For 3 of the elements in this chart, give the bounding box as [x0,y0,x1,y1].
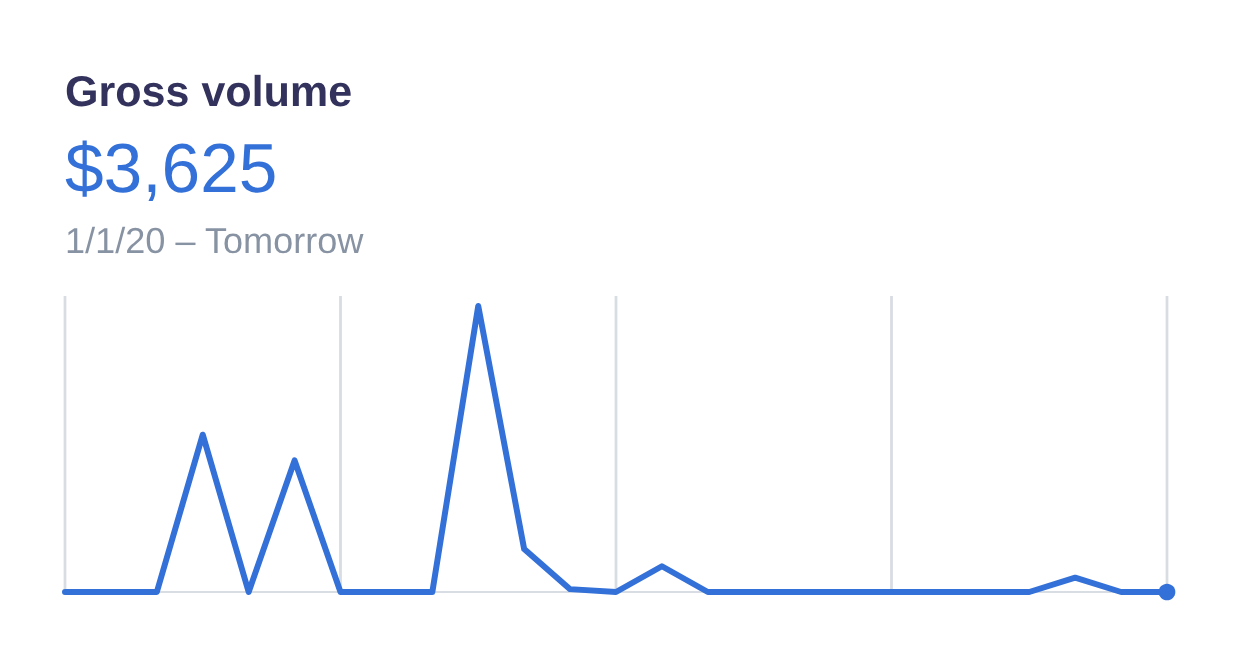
text: 1/1/20 – Tomorrow [67,226,364,254]
chart-title: Gross volume [66,74,351,107]
chart-subtitle: $3,625 [65,140,275,201]
